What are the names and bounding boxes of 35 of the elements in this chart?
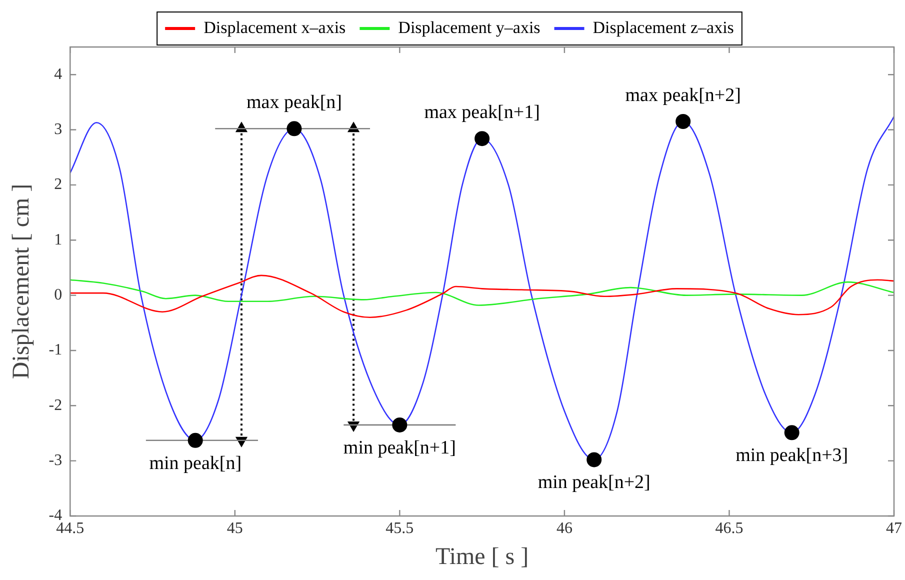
y-tick-label: 0	[54, 286, 62, 304]
annotation: max peak[n+1]	[424, 102, 540, 124]
x-tick-label: 46.5	[715, 520, 744, 537]
legend-label: Displacement z–axis	[592, 18, 734, 37]
point	[392, 417, 408, 432]
x-tick-label: 44.5	[56, 520, 84, 537]
x-tick-label: 47	[886, 520, 902, 537]
y-tick-label: 1	[54, 231, 62, 248]
annotation: min peak[n]	[149, 452, 242, 474]
x-tick-label: 46	[556, 520, 572, 537]
point	[286, 121, 302, 136]
point	[676, 114, 691, 129]
legend-label: Displacement y–axis	[398, 18, 540, 37]
y-tick-label: 2	[54, 176, 62, 194]
point	[188, 432, 203, 448]
legend-label: Displacement x–axis	[204, 18, 346, 37]
point	[474, 131, 490, 146]
y-tick-label: 3	[54, 120, 62, 138]
x-tick-label: 45	[226, 520, 243, 537]
annotation: min peak[n+3]	[736, 445, 848, 466]
y-tick-label: -2	[48, 396, 62, 414]
annotation: max peak[n+2]	[625, 84, 741, 106]
y-tick-label: 4	[54, 66, 62, 83]
y-tick-label: -3	[48, 452, 62, 470]
annotation: min peak[n+2]	[538, 472, 650, 494]
y-tick-label: -1	[48, 342, 62, 359]
x-tick-label: 45.5	[386, 520, 414, 537]
line-series	[70, 274, 894, 318]
point	[784, 425, 800, 440]
annotation: max peak[n]	[246, 92, 342, 114]
x-axis-title: Time [ s ]	[435, 544, 529, 570]
annotation: min peak[n+1]	[343, 437, 456, 458]
point	[586, 452, 602, 468]
y-axis-title: Displacement [ cm ]	[8, 184, 35, 380]
line-series	[70, 279, 894, 306]
